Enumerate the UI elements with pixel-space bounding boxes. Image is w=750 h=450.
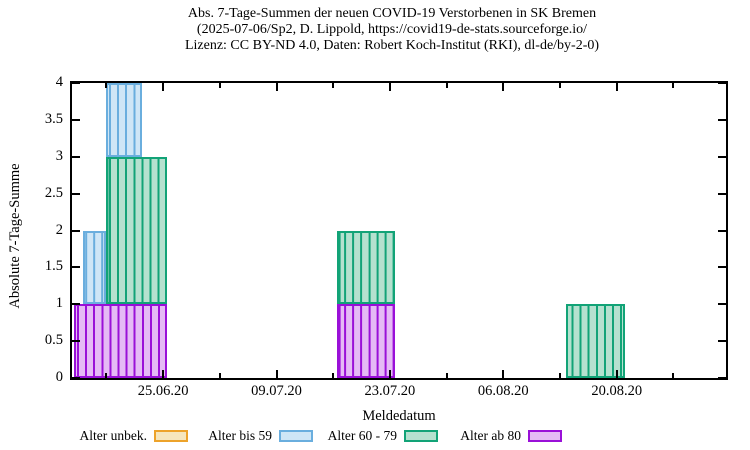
x-tick-label: 09.07.20: [251, 383, 302, 399]
y-tick: [72, 82, 80, 84]
x-tick-label: 20.08.20: [591, 383, 643, 399]
y-tick-label: 1.5: [44, 258, 63, 275]
y-tick: [718, 192, 726, 195]
y-tick-label: 3: [55, 147, 63, 164]
x-major-tick: [615, 370, 618, 378]
y-tick-label: 3.5: [44, 110, 63, 127]
legend-label: Alter unbek.: [79, 428, 147, 443]
y-tick: [72, 155, 80, 158]
legend-swatch: [528, 430, 562, 442]
bar-segment-alter-60-79: [565, 304, 625, 379]
y-tick: [72, 340, 80, 343]
chart-title-line2: (2025-07-06/Sp2, D. Lippold, https://cov…: [196, 22, 588, 37]
chart-title-line3: Lizenz: CC BY-ND 4.0, Daten: Robert Koch…: [184, 38, 600, 53]
x-tick-label: 25.06.20: [137, 383, 189, 399]
x-minor-tick: [559, 373, 561, 378]
y-tick: [72, 229, 80, 232]
x-minor-tick: [332, 83, 335, 88]
y-tick: [718, 377, 726, 379]
x-major-tick: [275, 370, 278, 378]
y-tick: [72, 192, 80, 195]
y-tick: [718, 340, 726, 343]
x-major-tick: [502, 83, 505, 91]
bar-segment-alter-60-79: [337, 230, 395, 305]
x-minor-tick: [105, 373, 108, 378]
legend-swatch: [279, 430, 313, 442]
bar-segment-alter-ab-80: [74, 304, 168, 379]
bar-segment-alter-60-79: [106, 156, 168, 305]
legend-label: Alter 60 - 79: [327, 428, 397, 443]
y-tick: [72, 303, 80, 306]
y-tick-label: 1: [55, 295, 63, 312]
y-tick: [718, 118, 726, 121]
y-tick-label: 4: [55, 74, 63, 90]
y-tick: [718, 155, 726, 158]
y-tick-label: 0.5: [44, 332, 63, 349]
x-minor-tick: [672, 83, 675, 88]
x-axis-title: Meldedatum: [362, 408, 436, 424]
y-tick: [718, 266, 726, 269]
legend-swatch: [154, 430, 188, 442]
bar-segment-alter-ab-80: [337, 304, 395, 379]
chart-title-line1: Abs. 7-Tage-Summen der neuen COVID-19 Ve…: [187, 6, 597, 21]
y-tick: [718, 229, 726, 232]
x-major-tick: [388, 370, 391, 378]
x-minor-tick: [218, 373, 221, 378]
bar-segment-alter-bis-59: [82, 230, 107, 305]
x-minor-tick: [445, 373, 448, 378]
bar-segment-alter-bis-59: [106, 83, 142, 157]
x-major-tick: [162, 370, 165, 378]
y-tick-label: 2.5: [44, 184, 63, 201]
x-major-tick: [162, 83, 165, 91]
x-minor-tick: [672, 373, 675, 378]
x-minor-tick: [559, 83, 561, 88]
chart-title: Abs. 7-Tage-Summen der neuen COVID-19 Ve…: [34, 6, 750, 54]
x-major-tick: [388, 83, 391, 91]
x-minor-tick: [445, 83, 448, 88]
x-minor-tick: [218, 83, 221, 88]
legend-swatch: [404, 430, 438, 442]
x-minor-tick: [332, 373, 335, 378]
legend-label: Alter bis 59: [208, 428, 272, 443]
x-tick-label: 23.07.20: [364, 383, 416, 399]
plot-area: [70, 81, 728, 380]
x-major-tick: [502, 370, 505, 378]
y-tick: [718, 82, 726, 84]
x-minor-tick: [105, 83, 108, 88]
y-tick-label: 2: [55, 221, 63, 238]
x-major-tick: [275, 83, 278, 91]
y-tick: [718, 303, 726, 306]
x-tick-label: 06.08.20: [477, 383, 529, 399]
x-major-tick: [615, 83, 618, 91]
y-tick: [72, 118, 80, 121]
y-tick-label: 0: [55, 369, 63, 385]
y-tick: [72, 266, 80, 269]
legend-label: Alter ab 80: [460, 428, 521, 443]
y-tick: [72, 377, 80, 379]
